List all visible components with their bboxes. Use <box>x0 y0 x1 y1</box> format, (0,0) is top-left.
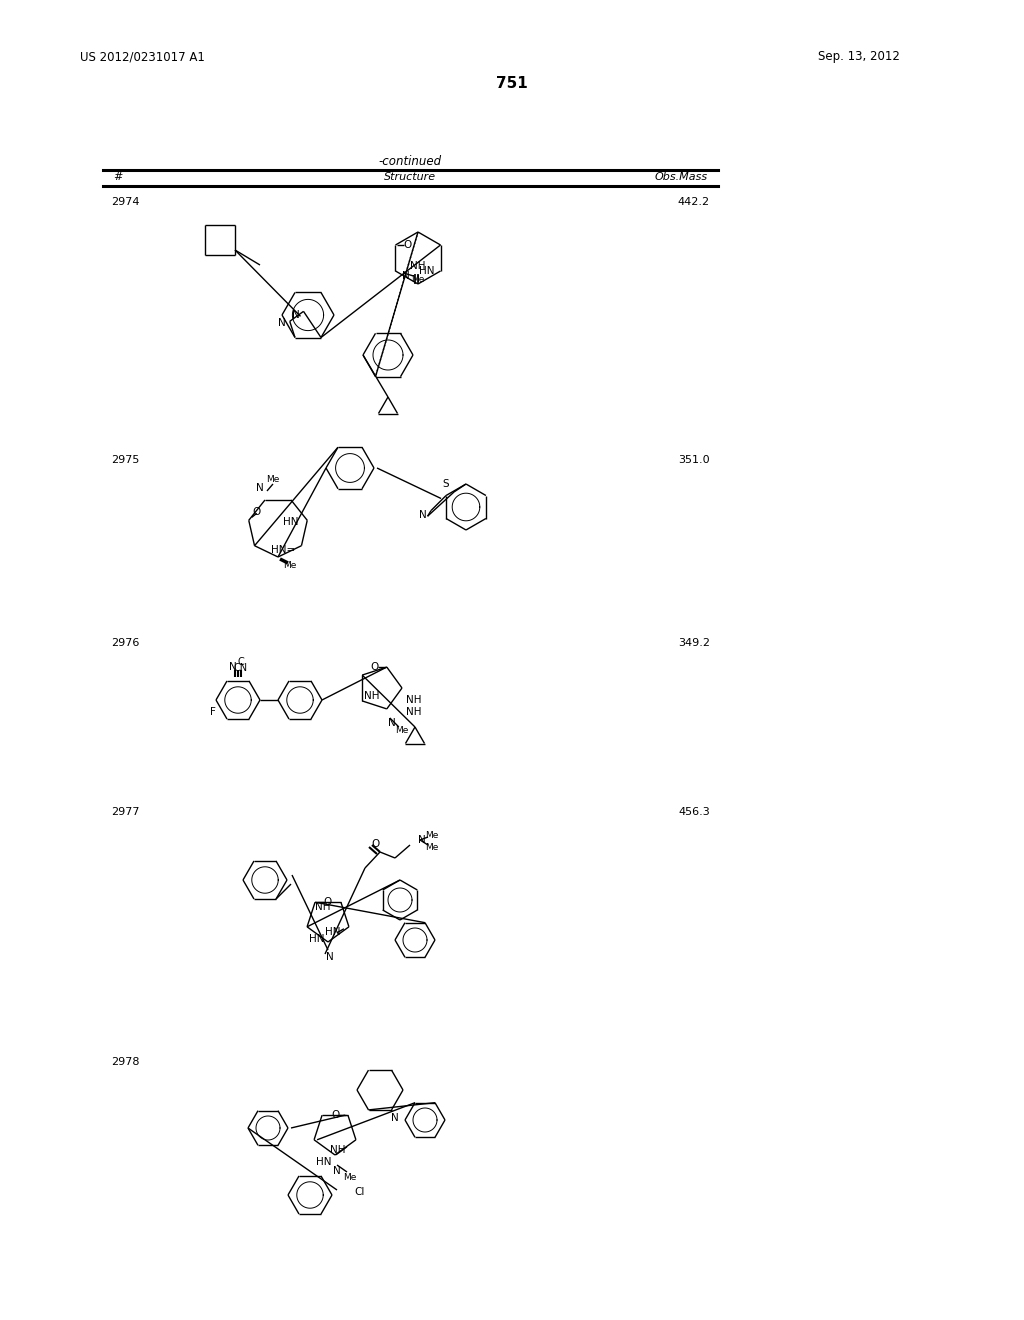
Text: Me: Me <box>266 475 280 484</box>
Text: 442.2: 442.2 <box>678 197 710 207</box>
Text: HN: HN <box>316 1156 332 1167</box>
Text: N: N <box>256 483 264 492</box>
Text: Sep. 13, 2012: Sep. 13, 2012 <box>818 50 900 63</box>
Text: #: # <box>113 172 123 182</box>
Text: O: O <box>323 898 331 907</box>
Text: 2974: 2974 <box>111 197 139 207</box>
Text: Structure: Structure <box>384 172 436 182</box>
Text: Me: Me <box>411 275 424 284</box>
Text: N: N <box>419 511 427 520</box>
Text: US 2012/0231017 A1: US 2012/0231017 A1 <box>80 50 205 63</box>
Text: 2976: 2976 <box>111 638 139 648</box>
Text: NH: NH <box>365 690 380 701</box>
Text: Me: Me <box>425 843 438 853</box>
Text: N: N <box>292 310 299 321</box>
Text: 2978: 2978 <box>111 1057 139 1067</box>
Text: HN: HN <box>326 927 341 937</box>
Text: CN: CN <box>233 663 248 673</box>
Text: Me: Me <box>284 561 297 569</box>
Text: Obs.Mass: Obs.Mass <box>655 172 708 182</box>
Text: NH: NH <box>315 902 331 912</box>
Text: O: O <box>332 1110 340 1121</box>
Text: NH: NH <box>407 696 422 705</box>
Text: N: N <box>390 1113 398 1123</box>
Text: N: N <box>278 318 286 329</box>
Text: O: O <box>371 840 379 849</box>
Text: 351.0: 351.0 <box>678 455 710 465</box>
Text: N: N <box>401 271 410 281</box>
Text: HN: HN <box>419 267 434 276</box>
Text: N: N <box>388 718 395 727</box>
Text: N: N <box>333 1166 341 1176</box>
Text: Me: Me <box>395 726 409 735</box>
Text: Cl: Cl <box>354 1187 366 1197</box>
Text: -continued: -continued <box>379 154 442 168</box>
Text: N: N <box>326 952 334 962</box>
Text: NH: NH <box>411 261 426 271</box>
Text: NH: NH <box>330 1144 346 1155</box>
Text: F: F <box>210 708 216 717</box>
Text: HN=: HN= <box>271 545 296 554</box>
Text: N: N <box>418 836 426 845</box>
Text: N: N <box>229 663 237 672</box>
Text: Me: Me <box>343 1172 356 1181</box>
Text: 456.3: 456.3 <box>678 807 710 817</box>
Text: S: S <box>442 479 450 488</box>
Text: 349.2: 349.2 <box>678 638 710 648</box>
Text: O: O <box>403 240 412 249</box>
Text: NH: NH <box>407 708 422 717</box>
Text: O: O <box>371 663 379 672</box>
Text: 2977: 2977 <box>111 807 139 817</box>
Text: HN: HN <box>284 517 299 527</box>
Text: C: C <box>238 657 245 667</box>
Text: O: O <box>253 507 261 517</box>
Text: Me: Me <box>425 832 438 841</box>
Text: HN: HN <box>309 933 325 944</box>
Text: 751: 751 <box>496 77 528 91</box>
Text: 2975: 2975 <box>111 455 139 465</box>
